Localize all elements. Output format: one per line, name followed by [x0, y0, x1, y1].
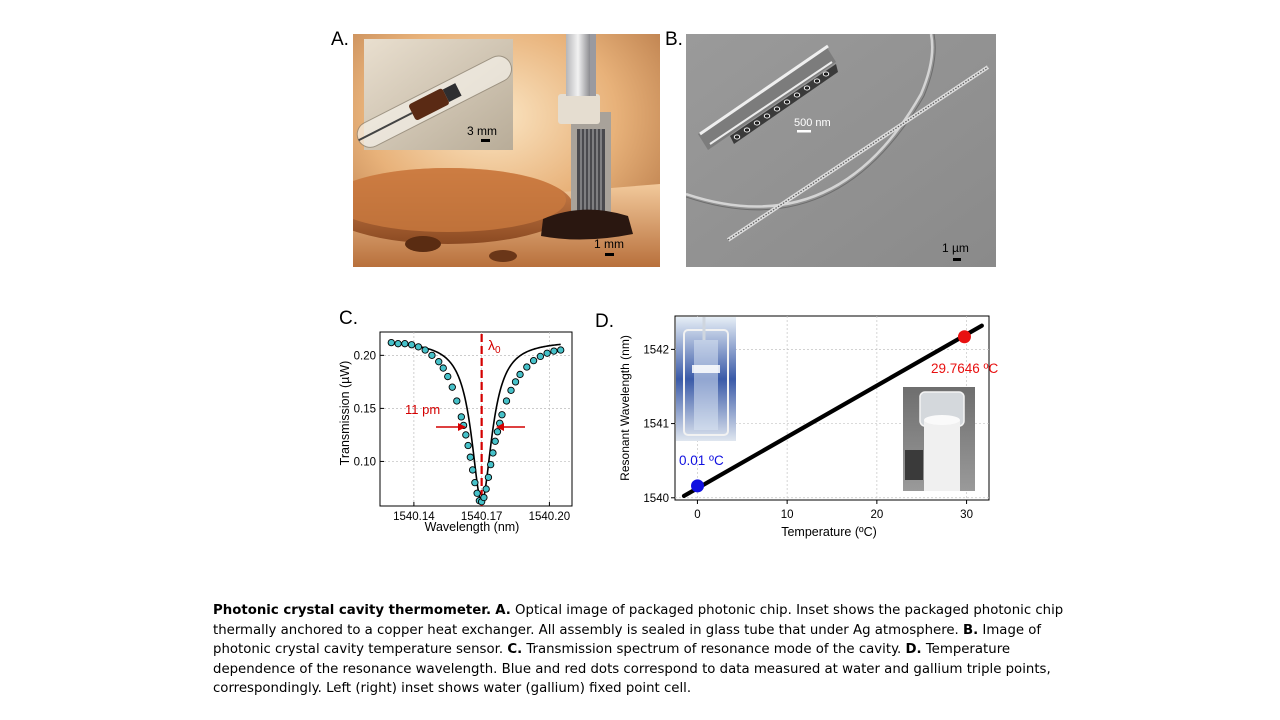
chart-c-data-point — [394, 340, 402, 348]
panel-a-main-scale-bar — [605, 253, 614, 256]
chart-d-x-tick-label: 0 — [694, 509, 700, 521]
chart-c-data-point — [498, 411, 506, 419]
chart-c-data-point — [523, 363, 531, 371]
panel-b-inset-scale-bar — [797, 130, 811, 133]
gallium-cell-inset — [903, 387, 975, 491]
caption-a-text: Optical image of packaged photonic chip.… — [213, 603, 1064, 638]
chart-c-data-point — [407, 341, 416, 349]
panel-b-sem-image: 500 nm 1 µm — [686, 34, 996, 267]
resonance-temperature-chart: 0 10 20 30 1540 1541 1542 0.01 ºC 29.7646 ºC T… — [618, 315, 998, 539]
chart-c-data-point — [493, 428, 502, 436]
chart-c-data-point — [502, 397, 511, 405]
water-cell-inset — [676, 317, 736, 441]
panel-a-main-scale-label: 1 mm — [594, 237, 624, 251]
chart-c-data-point — [482, 485, 490, 493]
chart-d-x-tick-label: 20 — [870, 509, 883, 521]
caption-b-text: Image of photonic crystal cavity tempera… — [213, 622, 1042, 658]
fwhm-left-arrow — [436, 423, 466, 431]
chart-c-data-point — [473, 489, 481, 497]
panel-b-main-scale-bar — [953, 258, 961, 261]
chart-c-data-point — [507, 386, 515, 395]
chart-d-x-tick-label: 30 — [960, 509, 973, 521]
caption-c-tag: C. — [507, 642, 523, 657]
chart-c-y-tick-label: 0.10 — [354, 456, 376, 468]
water-triple-point-marker — [691, 479, 705, 493]
chart-c-x-label: Wavelength (nm) — [425, 520, 520, 534]
panel-b-label: B. — [665, 29, 683, 50]
figure-caption: Photonic crystal cavity thermometer. A. … — [213, 601, 1093, 699]
chart-c-data-point — [480, 493, 488, 502]
fwhm-right-arrow — [496, 423, 525, 431]
chart-d-y-label: Resonant Wavelength (nm) — [618, 335, 632, 481]
panel-a-label: A. — [331, 29, 349, 50]
chart-c-data-point — [414, 343, 423, 351]
chart-c-data-point — [428, 351, 436, 359]
chart-c-data-point — [536, 352, 545, 361]
chart-c-data-point — [484, 473, 493, 482]
transmission-chart: 1540.14 1540.17 1540.20 0.10 0.15 0.20 Wavele… — [338, 331, 573, 534]
chart-c-data-point — [550, 347, 558, 355]
chart-c-data-point — [462, 431, 470, 439]
chart-d-y-tick-label: 1540 — [643, 493, 669, 505]
chart-c-data-point — [421, 346, 429, 354]
fwhm-label: 11 pm — [405, 402, 440, 417]
panel-a-inset-scale-bar — [481, 139, 490, 142]
chart-c-x-tick-label: 1540.20 — [529, 511, 571, 523]
chart-c-data-point — [448, 383, 456, 391]
caption-d-text: Temperature dependence of the resonance … — [213, 642, 1051, 696]
caption-d-tag: D. — [905, 642, 922, 657]
chart-c-data-point — [401, 340, 409, 348]
chart-d-x-label: Temperature (ºC) — [781, 525, 877, 539]
chart-c-data-point — [557, 346, 565, 354]
panel-d-label: D. — [595, 311, 614, 332]
chart-c-y-label: Transmission (µW) — [338, 361, 352, 466]
chart-c-x-tick-label: 1540.17 — [461, 511, 503, 523]
chart-c-data-point — [453, 397, 461, 405]
caption-b-tag: B. — [963, 622, 979, 638]
lambda-zero-label: λ0 — [488, 337, 501, 356]
chart-c-y-tick-label: 0.15 — [354, 403, 376, 415]
chart-c-data-point — [529, 356, 538, 365]
chart-c-data-point — [466, 453, 475, 461]
chart-c-data-point — [457, 413, 465, 421]
caption-title: Photonic crystal cavity thermometer. — [213, 603, 491, 618]
panel-a-photo: 1 mm 3 mm — [353, 34, 660, 267]
water-point-label: 0.01 ºC — [679, 453, 724, 468]
panel-a-inset: 3 mm — [356, 39, 513, 150]
chart-d-y-tick-label: 1541 — [643, 419, 669, 431]
chart-c-data-point — [444, 372, 452, 381]
chart-c-data-point — [471, 479, 479, 487]
chart-c-y-tick-label: 0.20 — [354, 350, 376, 362]
chart-c-data-point — [543, 349, 551, 357]
chart-d-y-tick-label: 1542 — [643, 344, 669, 356]
chart-d-fit-line — [681, 323, 984, 499]
gallium-point-label: 29.7646 ºC — [931, 361, 998, 376]
chart-c-data-point — [487, 460, 495, 469]
chart-c-data-point — [387, 338, 395, 347]
chart-c-data-point — [491, 437, 499, 445]
chart-c-data-point — [468, 466, 477, 474]
panel-a-inset-scale-label: 3 mm — [467, 124, 497, 138]
panel-b-main-scale-label: 1 µm — [942, 241, 969, 255]
chart-c-data-point — [489, 449, 497, 457]
panel-c-label: C. — [339, 308, 358, 329]
gallium-triple-point-marker — [957, 330, 971, 344]
chart-c-data-point — [439, 364, 447, 372]
chart-c-data-point — [435, 358, 443, 366]
caption-c-text: Transmission spectrum of resonance mode … — [522, 642, 906, 657]
chart-c-data-point — [511, 378, 520, 386]
chart-c-data-point — [516, 370, 524, 379]
panel-b-inset: 500 nm — [698, 44, 838, 150]
panel-b-inset-scale-label: 500 nm — [794, 117, 831, 129]
chart-d-x-tick-label: 10 — [781, 509, 794, 521]
caption-a-tag: A. — [495, 603, 511, 618]
chart-c-data-point — [464, 441, 472, 450]
chart-c-x-tick-label: 1540.14 — [393, 511, 435, 523]
